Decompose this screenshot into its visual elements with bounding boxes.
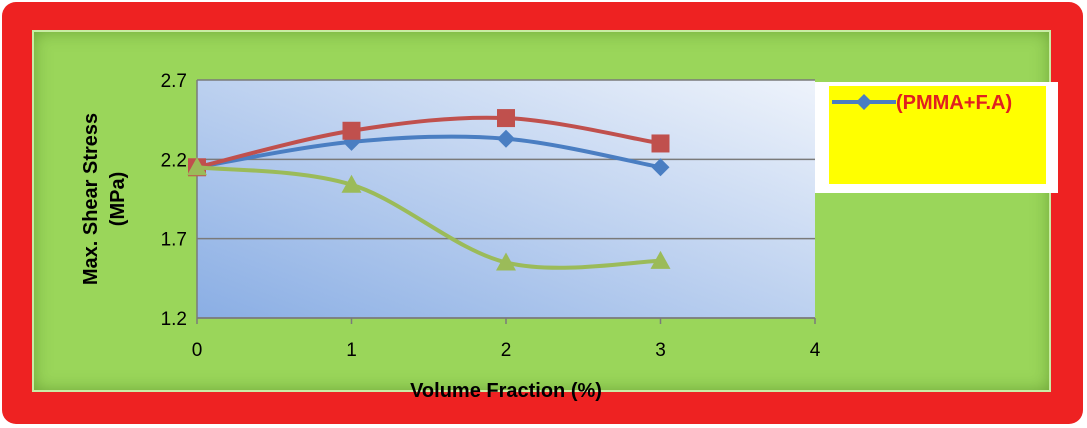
series-0-point-2 [497, 129, 515, 148]
series-1-point-2 [497, 109, 515, 128]
x-tick-label-0: 0 [192, 340, 203, 361]
y-axis-label-line-2: (MPa) [107, 172, 129, 226]
series-2-line [196, 165, 661, 270]
legend-entry-label: (PMMA+F.A) [896, 92, 1012, 114]
tick-labels: 1.2 1.7 2.2 2.7 0 1 2 3 4 [161, 71, 821, 361]
series-2-point-1 [341, 174, 362, 193]
series-1-point-1 [342, 121, 361, 140]
series-2-point-2 [496, 252, 516, 271]
y-tick-label-0: 1.2 [161, 309, 187, 330]
y-tick-label-1: 1.7 [161, 230, 187, 251]
x-tick-label-1: 1 [346, 340, 357, 361]
x-axis-label: Volume Fraction (%) [410, 380, 602, 402]
axes [196, 80, 816, 324]
series-1-point-3 [651, 134, 670, 153]
x-tick-label-3: 3 [655, 340, 666, 361]
series-group [187, 109, 671, 271]
y-axis-label-line-1: Max. Shear Stress [80, 113, 102, 285]
legend-diamond-marker [856, 94, 872, 110]
y-axis-label: Max. Shear Stress (MPa) [80, 113, 129, 285]
series-0-point-3 [651, 158, 670, 177]
legend: (PMMA+F.A) [815, 82, 1058, 193]
y-tick-label-2: 2.2 [161, 150, 187, 171]
y-tick-label-3: 2.7 [161, 71, 187, 92]
series-1-line [196, 115, 661, 170]
series-0-line [196, 134, 661, 170]
series-2-point-3 [650, 250, 671, 269]
x-tick-label-4: 4 [810, 340, 821, 361]
x-tick-label-2: 2 [501, 340, 512, 361]
series-2-point-0 [187, 157, 207, 176]
